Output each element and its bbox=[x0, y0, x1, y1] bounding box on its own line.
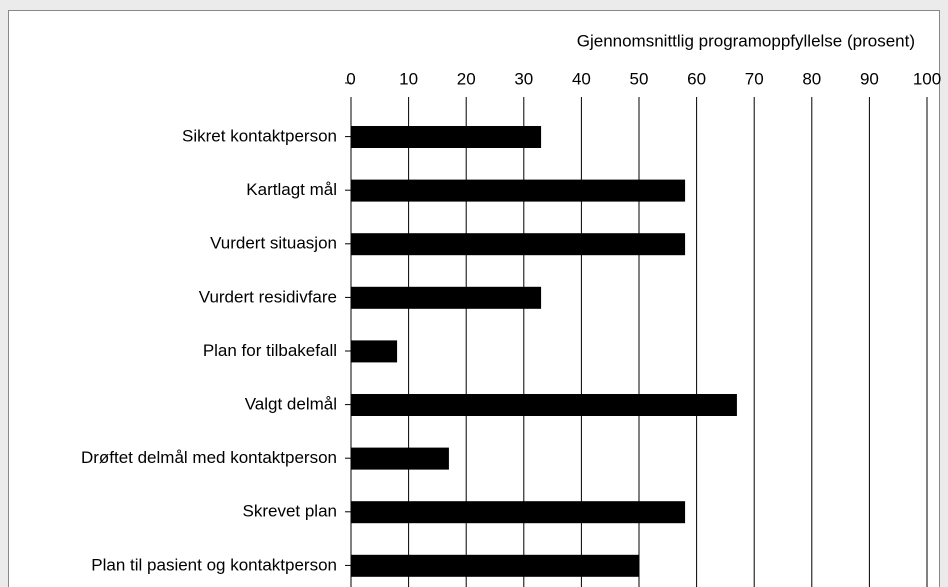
x-tick-label: 10 bbox=[399, 69, 418, 88]
x-tick-label: 100 bbox=[913, 69, 941, 88]
bar bbox=[351, 501, 686, 524]
y-tick-label: Plan til pasient og kontaktperson bbox=[91, 555, 337, 574]
x-tick-label: 50 bbox=[630, 69, 649, 88]
bar bbox=[351, 554, 639, 577]
x-tick-label: 90 bbox=[860, 69, 879, 88]
x-tick-label: 70 bbox=[745, 69, 764, 88]
y-tick-label: Valgt delmål bbox=[245, 394, 337, 413]
x-tick-label: 20 bbox=[457, 69, 476, 88]
y-tick-label: Drøftet delmål med kontaktperson bbox=[81, 448, 337, 467]
bar bbox=[351, 179, 686, 202]
bar bbox=[351, 126, 542, 148]
y-tick-label: Vurdert situasjon bbox=[210, 234, 337, 253]
bar bbox=[351, 286, 542, 309]
chart-title: Gjennomsnittlig programoppfyllelse (pros… bbox=[577, 31, 915, 50]
y-tick-label: Skrevet plan bbox=[243, 502, 338, 521]
x-tick-label: 80 bbox=[802, 69, 821, 88]
bar bbox=[351, 340, 398, 363]
bar bbox=[351, 394, 737, 416]
y-tick-label: Kartlagt mål bbox=[246, 180, 337, 199]
y-tick-label: Sikret kontaktperson bbox=[182, 126, 337, 145]
x-tick-label: 30 bbox=[514, 69, 533, 88]
x-tick-label: 0 bbox=[346, 69, 355, 88]
y-tick-label: Plan for tilbakefall bbox=[203, 341, 337, 360]
x-tick-label: 60 bbox=[687, 69, 706, 88]
x-tick-label: 40 bbox=[572, 69, 591, 88]
y-tick-label: Vurdert residivfare bbox=[199, 287, 337, 306]
bar bbox=[351, 233, 686, 256]
bar bbox=[351, 447, 449, 470]
